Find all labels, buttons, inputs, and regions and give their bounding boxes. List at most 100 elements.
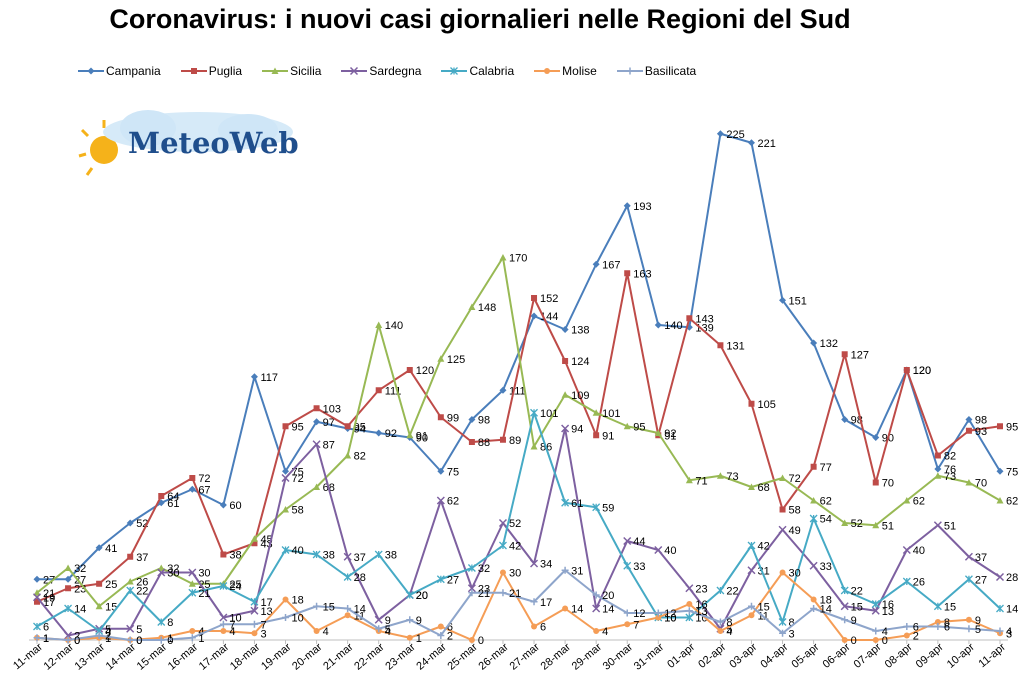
data-point-basilicata xyxy=(872,627,880,635)
data-label-molise: 16 xyxy=(695,599,707,611)
data-label-basilicata: 4 xyxy=(882,626,888,638)
data-point-sicilia xyxy=(499,254,507,261)
data-point-molise xyxy=(499,569,506,576)
data-label-sicilia: 109 xyxy=(571,390,589,402)
data-point-molise xyxy=(437,623,444,630)
data-label-campania: 138 xyxy=(571,325,589,337)
data-point-basilicata xyxy=(313,602,321,610)
data-label-calabria: 32 xyxy=(478,563,490,575)
data-point-sicilia xyxy=(188,580,196,587)
data-point-puglia xyxy=(997,423,1003,430)
x-tick-label: 19-mar xyxy=(259,641,294,673)
data-label-sardegna: 13 xyxy=(260,606,272,618)
data-point-puglia xyxy=(965,427,972,434)
data-label-puglia: 64 xyxy=(167,491,179,503)
data-label-molise: 18 xyxy=(820,595,832,607)
data-label-puglia: 58 xyxy=(789,505,801,517)
data-label-campania: 111 xyxy=(509,385,526,397)
data-point-campania xyxy=(810,339,818,347)
data-point-molise xyxy=(406,634,413,641)
data-label-sicilia: 170 xyxy=(509,253,527,265)
data-point-molise xyxy=(655,614,662,621)
data-label-calabria: 24 xyxy=(229,581,241,593)
data-label-molise: 1 xyxy=(416,633,422,645)
data-point-sicilia xyxy=(654,429,662,436)
data-label-campania: 75 xyxy=(1006,466,1018,478)
data-label-sicilia: 21 xyxy=(43,588,55,600)
data-label-basilicata: 4 xyxy=(1006,626,1012,638)
data-point-sardegna xyxy=(64,631,73,640)
data-point-sicilia xyxy=(375,321,383,328)
data-point-puglia xyxy=(841,351,848,358)
data-label-molise: 0 xyxy=(74,635,80,647)
data-point-basilicata xyxy=(530,598,538,606)
legend-entry-molise: Molise xyxy=(534,64,597,78)
data-label-molise: 0 xyxy=(478,635,484,647)
data-label-molise: 10 xyxy=(664,613,676,625)
x-tick-label: 25-mar xyxy=(445,641,480,673)
data-label-calabria: 33 xyxy=(633,561,645,573)
data-point-sardegna xyxy=(188,568,197,577)
data-point-molise xyxy=(779,569,786,576)
data-point-calabria xyxy=(933,602,942,611)
data-point-sardegna xyxy=(32,593,42,602)
data-point-basilicata xyxy=(903,623,911,630)
data-point-molise xyxy=(468,637,475,643)
data-label-calabria: 4 xyxy=(105,626,111,638)
data-label-sicilia: 101 xyxy=(602,408,620,420)
data-label-basilicata: 21 xyxy=(509,588,521,600)
data-label-calabria: 21 xyxy=(198,588,210,600)
data-label-campania: 117 xyxy=(260,372,278,384)
data-label-puglia: 131 xyxy=(726,340,744,352)
data-label-sicilia: 82 xyxy=(354,451,366,463)
data-point-puglia xyxy=(872,479,879,486)
data-label-basilicata: 20 xyxy=(602,590,614,602)
data-point-sardegna xyxy=(933,521,942,530)
data-point-puglia xyxy=(810,463,817,470)
data-point-puglia xyxy=(65,585,72,592)
data-point-molise xyxy=(872,637,879,643)
data-label-puglia: 120 xyxy=(416,365,434,377)
x-tick-label: 31-mar xyxy=(632,641,667,673)
data-label-molise: 4 xyxy=(229,626,235,638)
data-point-sardegna xyxy=(250,606,259,615)
data-label-puglia: 72 xyxy=(198,473,210,485)
data-label-calabria: 14 xyxy=(74,604,86,616)
data-label-calabria: 16 xyxy=(882,599,894,611)
data-label-basilicata: 31 xyxy=(571,565,583,577)
data-point-calabria xyxy=(499,541,507,550)
data-label-sicilia: 95 xyxy=(633,421,645,433)
data-point-sardegna xyxy=(436,496,445,505)
data-point-molise xyxy=(251,630,258,637)
data-point-puglia xyxy=(251,540,258,547)
data-point-puglia xyxy=(313,405,320,412)
data-point-basilicata xyxy=(716,618,724,626)
data-label-puglia: 38 xyxy=(229,550,241,562)
data-point-sardegna xyxy=(281,473,290,483)
data-point-campania xyxy=(747,139,755,147)
legend-marker-campania xyxy=(87,67,95,75)
data-point-sicilia xyxy=(841,519,849,526)
x-tick-label: 10-apr xyxy=(945,641,977,671)
data-label-sardegna: 30 xyxy=(167,568,179,580)
series-line-puglia xyxy=(36,272,1001,603)
data-label-molise: 18 xyxy=(292,595,304,607)
legend-label-sicilia: Sicilia xyxy=(290,64,322,78)
data-label-molise: 4 xyxy=(385,626,391,638)
data-point-sicilia xyxy=(872,521,880,529)
data-point-puglia xyxy=(468,439,475,445)
data-point-calabria xyxy=(219,582,228,590)
data-point-basilicata xyxy=(219,620,227,628)
data-point-campania xyxy=(250,373,258,381)
legend-entry-campania: Campania xyxy=(78,64,161,78)
data-point-basilicata xyxy=(592,591,600,599)
data-label-molise: 0 xyxy=(882,635,888,647)
data-point-basilicata xyxy=(250,620,258,628)
data-label-sicilia: 125 xyxy=(447,354,465,366)
data-point-basilicata xyxy=(499,589,507,597)
data-point-puglia xyxy=(934,452,941,459)
data-point-basilicata xyxy=(344,605,352,612)
data-label-basilicata: 6 xyxy=(944,622,950,634)
data-point-molise xyxy=(934,619,941,625)
data-point-calabria xyxy=(312,550,321,559)
